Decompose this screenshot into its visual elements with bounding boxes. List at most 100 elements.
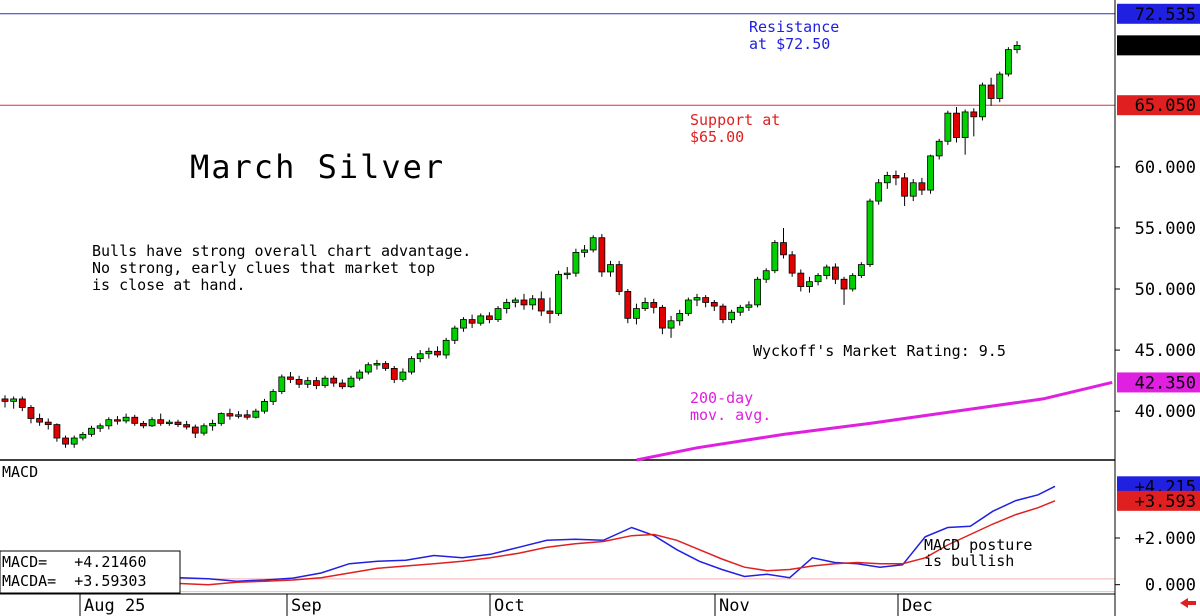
- note-line-3: is close at hand.: [92, 276, 246, 294]
- candle-body: [191, 426, 199, 434]
- candle: [79, 431, 87, 441]
- price-tick-label: 45.000: [1135, 341, 1196, 361]
- candle: [27, 405, 35, 424]
- candle-body: [589, 237, 597, 251]
- ma-label-1: 200-day: [690, 389, 753, 407]
- candle: [684, 297, 692, 316]
- candle-body: [624, 291, 632, 319]
- candle-body: [546, 310, 554, 314]
- price-marker-2-label: 65.050: [1135, 96, 1196, 116]
- candle: [953, 107, 960, 143]
- candle-body: [909, 182, 917, 197]
- candle-body: [1013, 44, 1021, 51]
- candle: [667, 315, 675, 338]
- price-marker-0-box: [1117, 3, 1200, 24]
- candle-body: [183, 424, 191, 428]
- candle-body: [364, 364, 372, 373]
- candle-body: [312, 380, 320, 386]
- candle: [278, 374, 286, 395]
- candle: [503, 298, 511, 314]
- candle-body: [62, 437, 69, 445]
- candle-body: [36, 418, 43, 423]
- candle-body: [563, 272, 571, 276]
- scroll-arrow-icon[interactable]: [1180, 598, 1196, 608]
- candle-body: [373, 363, 381, 366]
- candle: [382, 361, 390, 371]
- candle-body: [901, 177, 908, 197]
- candle: [615, 260, 623, 296]
- candle: [295, 375, 303, 388]
- candle: [788, 251, 796, 277]
- note-line-1: Bulls have strong overall chart advantag…: [92, 242, 471, 260]
- candle: [857, 262, 865, 279]
- candle: [399, 368, 407, 382]
- candle-body: [105, 419, 113, 427]
- candle: [814, 273, 822, 286]
- market-rating: Wyckoff's Market Rating: 9.5: [753, 342, 1006, 360]
- chart-title: March Silver: [190, 148, 445, 186]
- candle: [641, 297, 649, 311]
- candle: [581, 245, 588, 258]
- x-tick-label: Oct: [494, 596, 525, 616]
- candle: [18, 396, 26, 412]
- candle: [425, 347, 433, 359]
- candle-body: [667, 320, 675, 329]
- candle-body: [970, 111, 978, 118]
- candle-body: [607, 264, 614, 273]
- candle-body: [676, 313, 684, 322]
- candle-body: [88, 427, 95, 435]
- macd-series-macd: [179, 485, 1056, 582]
- candle: [287, 372, 294, 384]
- candle: [373, 359, 381, 370]
- candle-body: [209, 422, 217, 427]
- candle-body: [806, 281, 813, 287]
- macd-posture-1: MACD posture: [924, 536, 1032, 554]
- candle: [572, 248, 580, 277]
- candle: [390, 365, 398, 384]
- candle-body: [330, 377, 338, 384]
- candle: [468, 314, 476, 329]
- candle-body: [304, 380, 312, 385]
- candle-body: [918, 182, 926, 191]
- candle-body: [114, 419, 121, 422]
- candlesticks: [1, 41, 1021, 448]
- candle-body: [883, 175, 891, 184]
- resistance-label-1: Resistance: [749, 18, 839, 36]
- candle-body: [139, 422, 147, 427]
- macd-posture-2: is bullish: [924, 552, 1014, 570]
- candle: [762, 268, 770, 283]
- macd-series-macda: [179, 500, 1056, 586]
- candle: [598, 234, 606, 277]
- candle: [321, 375, 329, 388]
- candle: [883, 171, 891, 189]
- candle: [53, 423, 61, 442]
- candle-body: [122, 416, 130, 422]
- candle: [252, 408, 260, 419]
- candle: [209, 419, 217, 431]
- candle: [849, 273, 857, 292]
- candle-body: [684, 299, 692, 314]
- candle: [892, 170, 900, 186]
- candle-body: [953, 112, 960, 138]
- candle: [840, 276, 848, 305]
- candle: [485, 312, 493, 324]
- candle-body: [736, 306, 744, 313]
- price-tick-label: 40.000: [1135, 402, 1196, 422]
- macd-tick-label: +2.000: [1135, 529, 1196, 549]
- candle-body: [252, 410, 260, 418]
- candle: [191, 424, 199, 439]
- candle-body: [295, 378, 303, 385]
- candle: [131, 414, 139, 426]
- candle-body: [892, 175, 900, 179]
- candle-body: [382, 363, 390, 369]
- price-tick-label: 50.000: [1135, 280, 1196, 300]
- candle-body: [996, 73, 1004, 99]
- candle: [909, 179, 917, 202]
- candle-body: [633, 308, 640, 319]
- candle-body: [287, 376, 294, 380]
- x-tick-label: Nov: [719, 596, 750, 616]
- candle: [347, 375, 355, 388]
- macd-tick-label: 0.000: [1145, 576, 1196, 596]
- candle: [563, 267, 571, 280]
- candle-body: [53, 424, 61, 439]
